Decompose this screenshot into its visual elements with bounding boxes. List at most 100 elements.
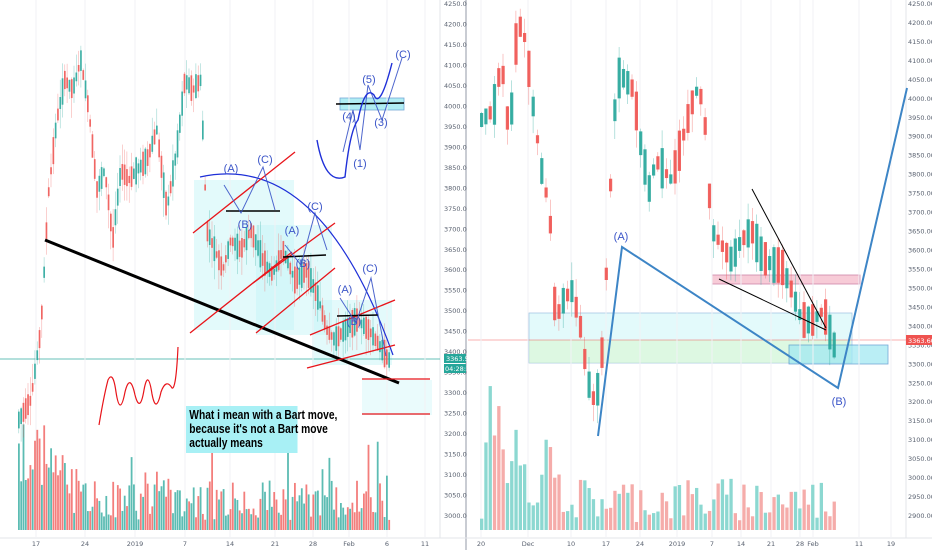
right-candle-body <box>725 243 728 263</box>
left-candle-body <box>179 115 181 133</box>
left-candle-body <box>101 167 103 189</box>
left-volume-bar <box>214 519 216 530</box>
left-volume-bar <box>55 455 57 530</box>
right-candle-body <box>717 235 720 245</box>
left-volume-bar <box>354 512 356 530</box>
left-candle-body <box>322 305 324 321</box>
left-volume-bar <box>388 520 390 530</box>
left-volume-bar <box>271 507 273 530</box>
left-y-tick: 3000.0 <box>444 512 467 520</box>
left-volume-bar <box>101 513 103 530</box>
left-volume-bar <box>294 483 296 530</box>
right-volume-bar <box>777 495 780 530</box>
right-volume-bar <box>734 513 737 530</box>
right-y-tick: 4250.00 <box>908 0 932 8</box>
left-candle-body <box>225 255 227 262</box>
left-volume-bar <box>158 491 160 530</box>
right-candle-body <box>734 238 737 266</box>
left-candle-body <box>214 236 216 261</box>
right-x-tick: 19 <box>887 540 895 548</box>
right-candle-body <box>772 247 775 283</box>
right-volume-bar <box>742 485 745 530</box>
left-volume-bar <box>246 509 248 530</box>
right-volume-bar <box>721 479 724 530</box>
left-candle-body <box>32 383 34 392</box>
right-volume-bar <box>506 483 509 530</box>
right-volume-bar <box>828 516 831 530</box>
left-candle-body <box>43 267 45 278</box>
right-candle-body <box>695 87 698 96</box>
right-candle-body <box>755 224 758 262</box>
left-y-tick: 3150.0 <box>444 451 467 459</box>
left-volume-bar <box>64 463 66 530</box>
left-candle-body <box>71 79 73 98</box>
left-wave-label: (C) <box>307 201 322 213</box>
left-volume-bar <box>384 517 386 530</box>
annotation-textbox[interactable]: What i mean with a Bart move, because it… <box>186 406 298 453</box>
left-candle-body <box>218 250 220 270</box>
left-candle-body <box>48 187 50 196</box>
left-volume-bar <box>315 491 317 530</box>
left-volume-bar <box>296 501 298 530</box>
left-candle-body <box>92 134 94 157</box>
left-y-tick: 3600.0 <box>444 266 467 274</box>
right-volume-bar <box>566 511 569 530</box>
left-candle-body <box>260 240 262 267</box>
left-candle-body <box>195 74 197 98</box>
left-x-tick: Feb <box>343 540 355 548</box>
right-candle-body <box>807 307 810 334</box>
right-candle-body <box>502 66 505 84</box>
right-candle-body <box>523 33 526 42</box>
right-volume-bar <box>545 440 548 530</box>
right-y-tick: 3050.00 <box>908 455 932 463</box>
left-candle-body <box>232 238 234 246</box>
left-x-tick: 7 <box>183 540 187 548</box>
left-candle-body <box>342 322 344 342</box>
left-candle-body <box>110 214 112 232</box>
left-candle-body <box>319 301 321 308</box>
right-volume-bar <box>588 488 591 530</box>
left-y-tick: 3500.0 <box>444 307 467 315</box>
right-candle-body <box>760 236 763 271</box>
right-candle-body <box>686 104 689 133</box>
left-volume-bar <box>345 515 347 530</box>
left-volume-bar <box>94 481 96 530</box>
right-candle-body <box>661 148 664 188</box>
left-volume-bar <box>133 484 135 530</box>
left-candle-body <box>115 209 117 225</box>
left-candle-body <box>292 271 294 278</box>
left-volume-bar <box>99 501 101 530</box>
right-x-tick: 11 <box>855 540 863 548</box>
left-y-tick: 3300.0 <box>444 389 467 397</box>
right-y-tick: 3200.00 <box>908 398 932 406</box>
left-volume-bar <box>184 511 186 530</box>
left-volume-bar <box>66 485 68 530</box>
left-candle-body <box>163 172 165 198</box>
left-y-tick: 4250.0 <box>444 0 467 8</box>
right-x-tick: 7 <box>710 540 714 548</box>
right-volume-bar <box>704 514 707 530</box>
left-candle-body <box>126 169 128 186</box>
left-volume-bar <box>310 517 312 530</box>
left-volume-bar <box>179 490 181 530</box>
left-y-tick: 4100.0 <box>444 61 467 69</box>
left-candle-body <box>158 139 160 157</box>
left-candle-body <box>154 129 156 144</box>
right-x-tick: 2019 <box>669 540 686 548</box>
right-y-tick: 3600.00 <box>908 247 932 255</box>
right-volume-bar <box>489 386 492 530</box>
left-volume-bar <box>243 492 245 530</box>
right-volume-bar <box>575 517 578 530</box>
left-volume-bar <box>128 485 130 530</box>
left-volume-bar <box>200 487 202 530</box>
right-candle-body <box>639 131 642 155</box>
annotation-line-2: because it's not a Bart move <box>189 422 294 436</box>
right-volume-bar <box>609 508 612 530</box>
left-candle-body <box>30 396 32 406</box>
left-candle-body <box>264 251 266 276</box>
left-volume-bar <box>168 479 170 530</box>
left-volume-bar <box>82 485 84 530</box>
right-y-tick: 3650.00 <box>908 228 932 236</box>
left-volume-bar <box>126 506 128 530</box>
left-candle-body <box>386 349 388 364</box>
